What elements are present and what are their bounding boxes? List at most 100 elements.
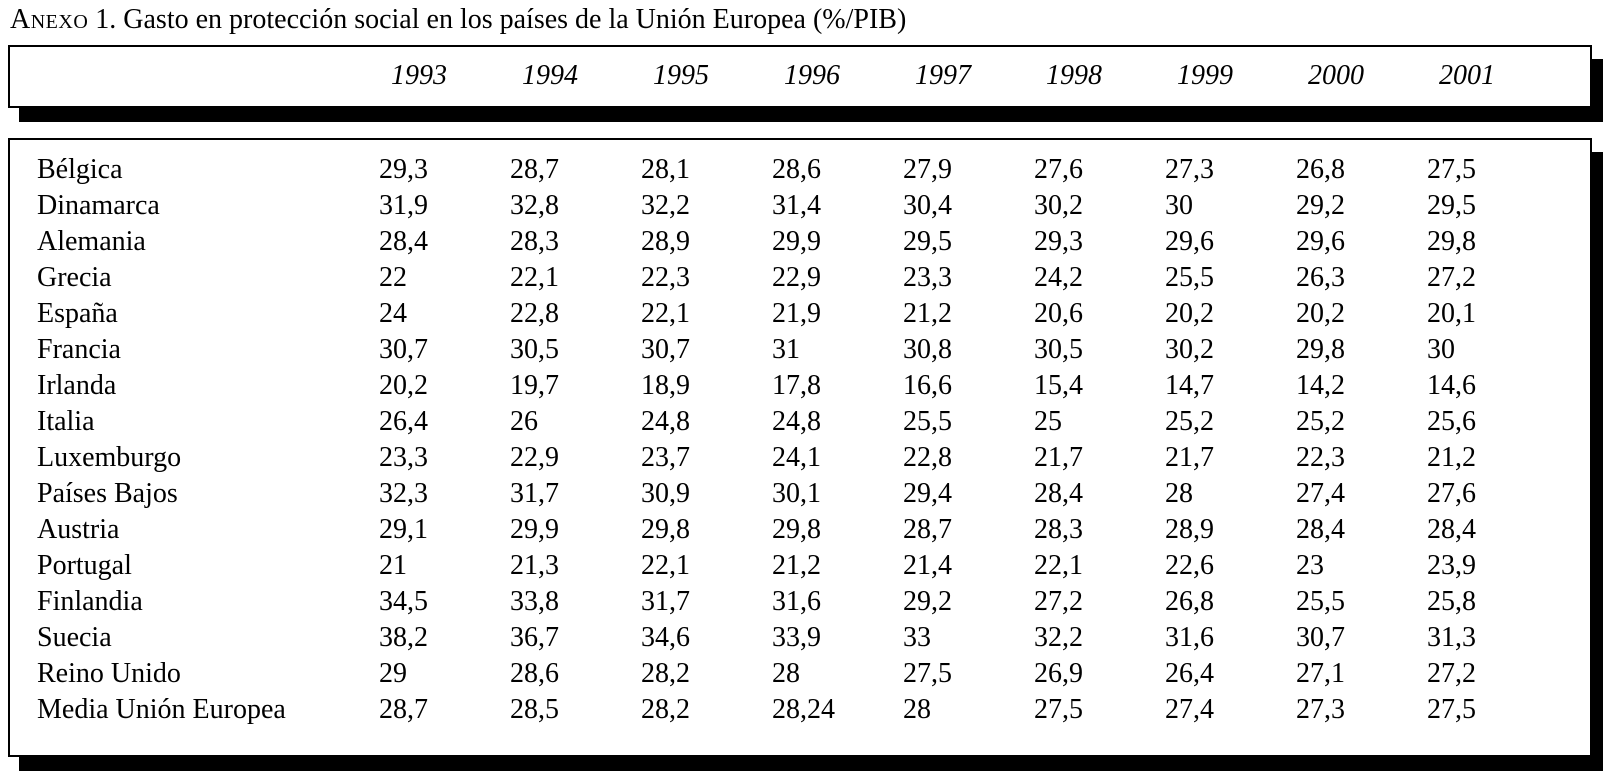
value-cell: 29,9	[772, 226, 821, 257]
data-table-box: Bélgica 29,3 28,7 28,1 28,6 27,9 27,6 27,3 26,8 2…	[8, 138, 1592, 757]
value-cell: 28,4	[1296, 514, 1345, 545]
value-cell: 25	[1034, 406, 1062, 437]
value-cell: 25,2	[1296, 406, 1345, 437]
value-cell: 29	[379, 658, 407, 689]
value-cell: 28,5	[510, 694, 559, 725]
value-cell: 26,8	[1296, 154, 1345, 185]
value-cell: 28,4	[1427, 514, 1476, 545]
value-cell: 17,8	[772, 370, 821, 401]
value-cell: 29,1	[379, 514, 428, 545]
value-cell: 28,7	[903, 514, 952, 545]
empty-corner-cell	[10, 47, 377, 104]
value-cell: 21,2	[903, 298, 952, 329]
value-cell: 20,1	[1427, 298, 1476, 329]
data-table-body: Bélgica 29,3 28,7 28,1 28,6 27,9 27,6 27,3 26,8 2…	[10, 152, 1556, 728]
value-cell: 22,9	[772, 262, 821, 293]
year-header-2000: 2000	[1308, 60, 1364, 91]
country-name: Países Bajos	[37, 478, 178, 509]
value-cell: 15,4	[1034, 370, 1083, 401]
value-cell: 33,9	[772, 622, 821, 653]
value-cell: 30	[1165, 190, 1193, 221]
value-cell: 22,3	[1296, 442, 1345, 473]
value-cell: 30,1	[772, 478, 821, 509]
value-cell: 31,9	[379, 190, 428, 221]
value-cell: 24,8	[772, 406, 821, 437]
country-name: Grecia	[37, 262, 112, 293]
value-cell: 24	[379, 298, 407, 329]
country-name: Italia	[37, 406, 95, 437]
data-table: Bélgica 29,3 28,7 28,1 28,6 27,9 27,6 27,3 26,8 2…	[10, 152, 1556, 728]
table-row: Dinamarca 31,9 32,8 32,2 31,4 30,4 30,2 30 29,2 2…	[10, 188, 1556, 224]
value-cell: 29,5	[903, 226, 952, 257]
country-name: Francia	[37, 334, 121, 365]
value-cell: 32,3	[379, 478, 428, 509]
country-name: Austria	[37, 514, 120, 545]
value-cell: 34,5	[379, 586, 428, 617]
value-cell: 34,6	[641, 622, 690, 653]
table-row: Países Bajos 32,3 31,7 30,9 30,1 29,4 28,4 28 27…	[10, 476, 1556, 512]
value-cell: 27,3	[1296, 694, 1345, 725]
country-name: Irlanda	[37, 370, 117, 401]
value-cell: 36,7	[510, 622, 559, 653]
value-cell: 25,8	[1427, 586, 1476, 617]
value-cell: 22	[379, 262, 407, 293]
value-cell: 28,4	[1034, 478, 1083, 509]
year-header-1996: 1996	[784, 60, 840, 91]
year-header-1997: 1997	[915, 60, 971, 91]
value-cell: 21,7	[1034, 442, 1083, 473]
value-cell: 26,3	[1296, 262, 1345, 293]
value-cell: 23,3	[379, 442, 428, 473]
country-name: Luxemburgo	[37, 442, 182, 473]
value-cell: 21,2	[1427, 442, 1476, 473]
table-row: Media Unión Europea 28,7 28,5 28,2 28,24 28 27…	[10, 692, 1556, 728]
value-cell: 25,5	[903, 406, 952, 437]
value-cell: 28,24	[772, 694, 835, 725]
table-row: Portugal 21 21,3 22,1 21,2 21,4 22,1 22,6 23 23,9	[10, 548, 1556, 584]
value-cell: 24,2	[1034, 262, 1083, 293]
value-cell: 28,2	[641, 694, 690, 725]
value-cell: 30,7	[1296, 622, 1345, 653]
value-cell: 28	[903, 694, 931, 725]
value-cell: 29,8	[641, 514, 690, 545]
value-cell: 28,6	[510, 658, 559, 689]
value-cell: 20,2	[1165, 298, 1214, 329]
value-cell: 27,5	[1427, 154, 1476, 185]
value-cell: 27,2	[1427, 658, 1476, 689]
value-cell: 31,7	[641, 586, 690, 617]
value-cell: 29,5	[1427, 190, 1476, 221]
value-cell: 30,5	[510, 334, 559, 365]
value-cell: 30,7	[379, 334, 428, 365]
value-cell: 29,8	[1427, 226, 1476, 257]
value-cell: 16,6	[903, 370, 952, 401]
value-cell: 26,4	[379, 406, 428, 437]
value-cell: 29,3	[379, 154, 428, 185]
value-cell: 14,6	[1427, 370, 1476, 401]
value-cell: 27,3	[1165, 154, 1214, 185]
value-cell: 29,2	[903, 586, 952, 617]
value-cell: 27,2	[1034, 586, 1083, 617]
value-cell: 29,8	[772, 514, 821, 545]
value-cell: 24,8	[641, 406, 690, 437]
year-header-1995: 1995	[653, 60, 709, 91]
value-cell: 22,1	[641, 550, 690, 581]
value-cell: 21,2	[772, 550, 821, 581]
country-name: Media Unión Europea	[37, 694, 286, 725]
value-cell: 26,4	[1165, 658, 1214, 689]
value-cell: 28,3	[510, 226, 559, 257]
value-cell: 19,7	[510, 370, 559, 401]
country-name: Suecia	[37, 622, 112, 653]
table-row: Reino Unido 29 28,6 28,2 28 27,5 26,9 26,4 27,1 2…	[10, 656, 1556, 692]
table-row: Austria 29,1 29,9 29,8 29,8 28,7 28,3 28,9 28,4 2…	[10, 512, 1556, 548]
value-cell: 25,6	[1427, 406, 1476, 437]
table-title: Anexo 1. Gasto en protección social en l…	[10, 4, 906, 36]
value-cell: 24,1	[772, 442, 821, 473]
value-cell: 30,5	[1034, 334, 1083, 365]
value-cell: 23,3	[903, 262, 952, 293]
year-header-box: 1993 1994 1995 1996 1997 1998 1999 2000 2001	[8, 45, 1592, 108]
value-cell: 21,4	[903, 550, 952, 581]
value-cell: 20,6	[1034, 298, 1083, 329]
table-row: Luxemburgo 23,3 22,9 23,7 24,1 22,8 21,7 21,7 22…	[10, 440, 1556, 476]
value-cell: 29,6	[1296, 226, 1345, 257]
value-cell: 30,8	[903, 334, 952, 365]
